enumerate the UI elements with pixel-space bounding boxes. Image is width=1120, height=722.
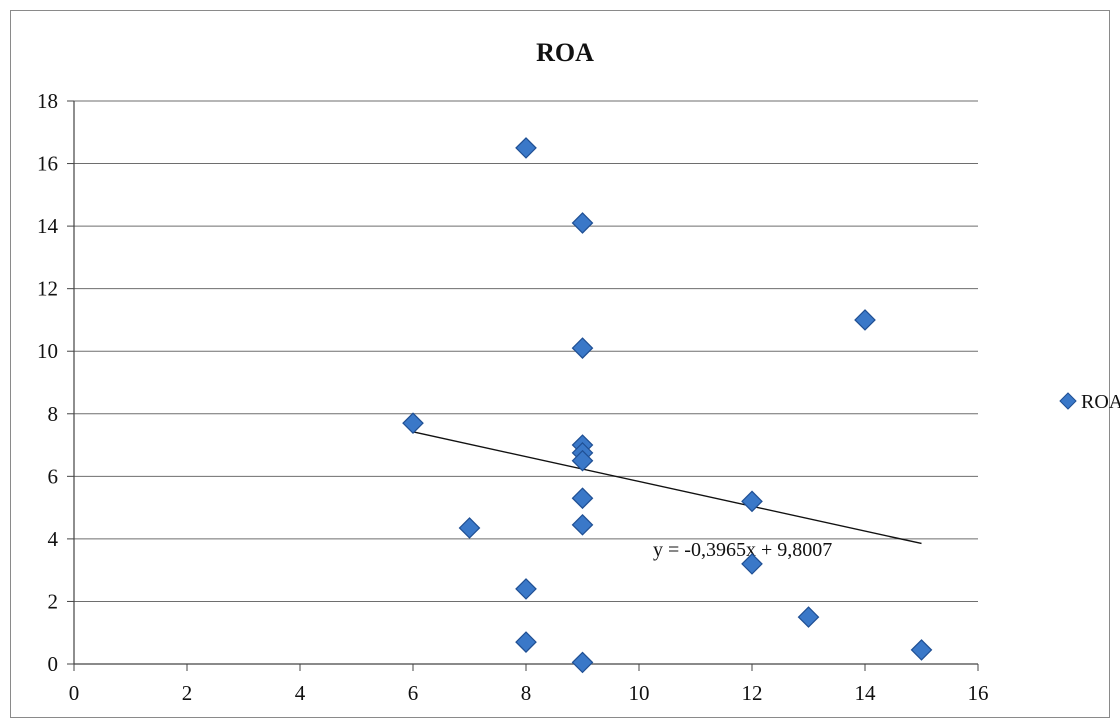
- y-tick-label-18: 18: [37, 89, 58, 113]
- y-tick-label-12: 12: [37, 277, 58, 301]
- y-tick-label-0: 0: [48, 652, 59, 676]
- axes: 0 2 4 6 8 10 12 14 16 18 0 2 4 6 8 10 12 14 16: [37, 89, 989, 705]
- x-tick-label-12: 12: [742, 681, 763, 705]
- y-tick-label-16: 16: [37, 152, 58, 176]
- data-points: [402, 137, 933, 674]
- y-tick-label-2: 2: [48, 589, 59, 613]
- gridlines: [74, 100, 978, 602]
- x-tick-label-14: 14: [855, 681, 877, 705]
- data-point-11: [571, 513, 594, 536]
- data-point-0: [402, 412, 424, 435]
- x-tick-label-6: 6: [408, 681, 419, 705]
- data-point-6: [571, 337, 594, 359]
- data-point-15: [797, 606, 820, 628]
- data-point-2: [515, 137, 537, 159]
- data-point-12: [571, 651, 594, 674]
- legend-label-roa: ROA: [1081, 391, 1120, 413]
- y-tick-label-6: 6: [48, 464, 59, 488]
- y-tick-label-10: 10: [37, 339, 58, 363]
- trendline: [412, 431, 922, 545]
- y-tick-label-14: 14: [37, 214, 59, 238]
- data-point-1: [458, 517, 481, 539]
- chart-title: ROA: [536, 38, 594, 67]
- data-point-5: [571, 212, 594, 234]
- x-tick-label-2: 2: [182, 681, 193, 705]
- x-tick-label-10: 10: [629, 681, 650, 705]
- data-point-17: [910, 639, 933, 661]
- y-tick-label-8: 8: [48, 402, 59, 426]
- legend-marker-roa: [1059, 392, 1077, 410]
- chart-frame: [10, 10, 1110, 718]
- y-tick-label-4: 4: [48, 527, 59, 551]
- data-point-10: [571, 487, 594, 510]
- x-tick-label-8: 8: [521, 681, 532, 705]
- data-point-9: [571, 449, 594, 472]
- legend: ROA: [1059, 391, 1120, 413]
- x-tick-label-4: 4: [295, 681, 306, 705]
- data-point-14: [741, 553, 763, 575]
- data-point-3: [515, 578, 537, 600]
- x-tick-label-0: 0: [69, 681, 80, 705]
- data-point-4: [515, 631, 537, 653]
- x-tick-label-16: 16: [968, 681, 989, 705]
- data-point-16: [854, 309, 876, 331]
- trendline-equation: y = -0,3965x + 9,8007: [653, 539, 832, 561]
- data-point-13: [741, 490, 763, 513]
- trendline-layer: y = -0,3965x + 9,8007: [412, 431, 922, 561]
